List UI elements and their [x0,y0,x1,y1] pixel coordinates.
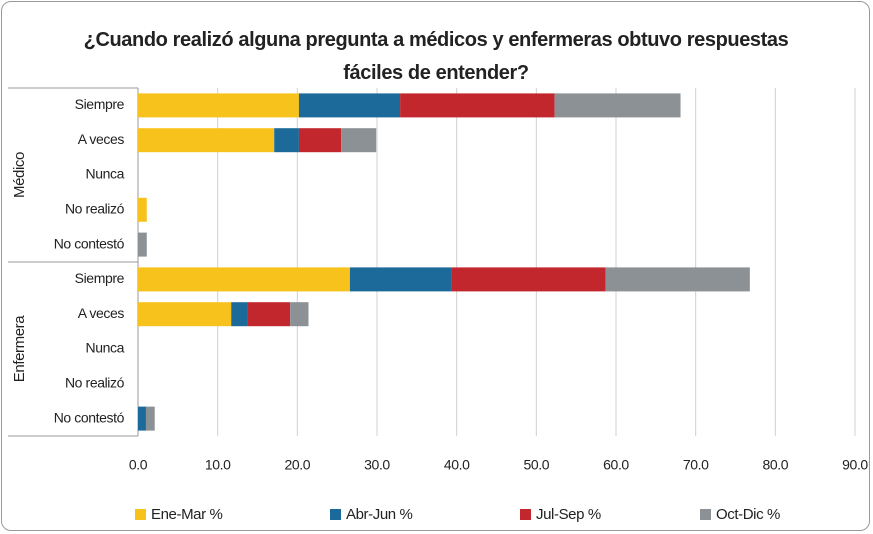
bar-segment [231,302,248,327]
x-tick-label: 50.0 [524,457,550,473]
y-tick-label: Siempre [75,270,125,286]
y-tick-label: Nunca [86,166,125,182]
bar-segment [451,267,606,292]
y-tick-label: No realizó [65,201,125,217]
x-tick-label: 70.0 [683,457,709,473]
bar-segment [138,232,147,257]
legend-swatch [135,509,146,520]
y-tick-label: Nunca [86,340,125,356]
y-tick-label: Siempre [75,96,125,112]
bar-segment [290,302,309,327]
x-tick-label: 40.0 [444,457,470,473]
bar-segment [138,406,146,431]
bar-segment [138,302,232,327]
y-tick-label: A veces [78,131,125,147]
x-tick-label: 30.0 [364,457,390,473]
x-tick-label: 20.0 [285,457,311,473]
y-tick-label: No realizó [65,375,125,391]
bar-segment [341,128,377,153]
legend-swatch [520,509,531,520]
x-tick-label: 80.0 [763,457,789,473]
bar-segment [274,128,299,153]
y-tick-label: No contestó [54,235,125,251]
y-tick-label: No contestó [54,409,125,425]
bar-segment [138,128,275,153]
x-tick-label: 0.0 [129,457,148,473]
legend-swatch [700,509,711,520]
legend-label: Ene-Mar % [151,506,222,523]
bar-segment [349,267,452,292]
legend-label: Abr-Jun % [346,506,412,523]
legend-label: Oct-Dic % [716,506,780,523]
group-label: Enfermera [11,315,28,382]
legend-label: Jul-Sep % [536,506,601,523]
bar-segment [138,197,147,222]
bar-segment [247,302,291,327]
bar-segment [554,93,681,118]
bar-segment [298,128,342,153]
bar-segment [400,93,555,118]
bar-segment [138,267,350,292]
bar-segment [298,93,401,118]
x-tick-label: 90.0 [842,457,868,473]
y-tick-label: A veces [78,305,125,321]
bar-segment [145,406,155,431]
legend-swatch [330,509,341,520]
group-label: Médico [11,152,28,198]
x-tick-label: 60.0 [603,457,629,473]
chart-title: ¿Cuando realizó alguna pregunta a médico… [83,29,789,84]
bar-segment [605,267,750,292]
bar-segment [138,93,299,118]
x-tick-label: 10.0 [205,457,231,473]
